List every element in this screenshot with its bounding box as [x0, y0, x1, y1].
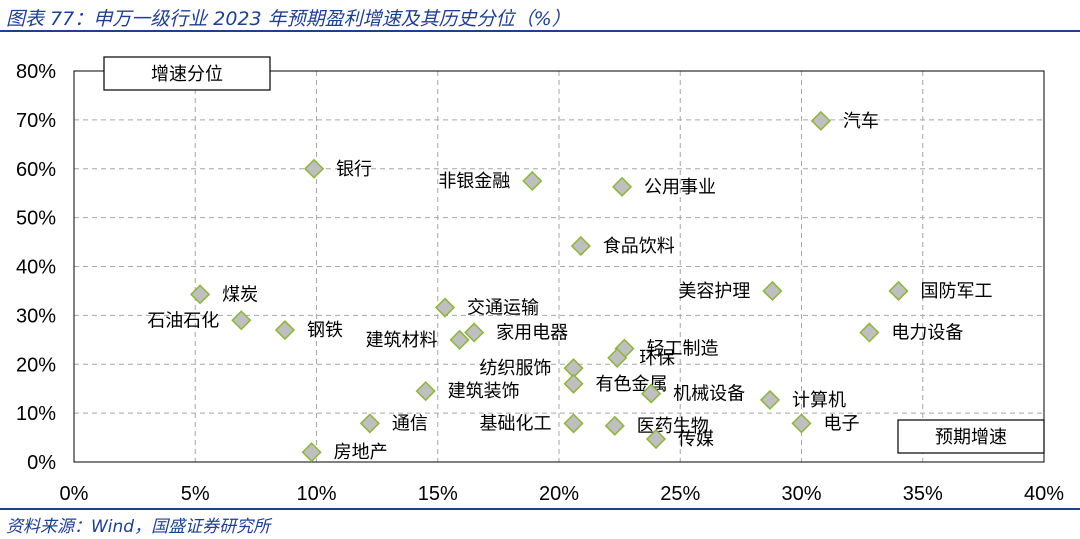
- x-tick-label: 30%: [781, 483, 821, 505]
- data-point-label: 非银金融: [438, 171, 510, 192]
- y-tick-label: 30%: [16, 305, 56, 327]
- data-point-label: 钢铁: [307, 320, 343, 341]
- y-tick-label: 70%: [16, 110, 56, 132]
- x-tick-label: 10%: [296, 483, 336, 505]
- y-axis-title-box: 增速分位: [103, 56, 271, 91]
- data-point: [563, 373, 584, 394]
- data-point-label: 电力设备: [891, 322, 963, 343]
- data-point: [274, 319, 296, 341]
- y-tick-label: 40%: [16, 257, 56, 279]
- data-point-label: 国防军工: [921, 281, 993, 302]
- data-point-label: 公用事业: [644, 177, 716, 198]
- data-point-label: 轻工制造: [646, 339, 718, 360]
- y-tick-label: 60%: [16, 159, 56, 181]
- data-point-label: 纺织服饰: [480, 358, 552, 379]
- data-point: [522, 170, 543, 192]
- x-tick-label: 5%: [181, 483, 210, 505]
- plot-frame: [73, 70, 1045, 463]
- data-point: [570, 235, 591, 257]
- tick-layer: 0% 5% 10% 15% 20% 25% 30% 35% 40% 0% 10% 20% 30% 40% 5…: [16, 61, 1064, 505]
- data-point-label: 机械设备: [673, 384, 745, 405]
- source-note: 资料来源：Wind，国盛证券研究所: [6, 517, 271, 537]
- data-point-label: 家用电器: [496, 322, 568, 343]
- data-point-label: 传媒: [678, 429, 714, 450]
- data-point: [449, 329, 470, 350]
- data-point-label: 食品饮料: [603, 236, 675, 257]
- data-point: [607, 347, 628, 368]
- bottom-rule: [0, 508, 1080, 510]
- data-point-label: 基础化工: [480, 413, 552, 434]
- data-point: [304, 158, 325, 179]
- data-point-label: 环保: [639, 348, 675, 369]
- x-axis-title: 预期增速: [935, 427, 1007, 448]
- data-point: [464, 322, 485, 343]
- data-point: [359, 413, 380, 434]
- y-tick-label: 20%: [16, 354, 56, 376]
- data-point: [810, 110, 831, 131]
- data-point: [434, 297, 456, 318]
- y-axis-title: 增速分位: [151, 64, 223, 85]
- x-axis-title-box: 预期增速: [897, 419, 1045, 454]
- data-point: [641, 383, 662, 404]
- data-point-label: 房地产: [334, 442, 388, 463]
- data-point-label: 电子: [824, 413, 860, 434]
- data-point-label: 银行: [336, 159, 372, 180]
- data-point-label: 美容护理: [678, 281, 750, 302]
- data-point-label: 石油石化: [147, 310, 219, 331]
- figure-title: 图表 77：申万一级行业 2023 年预期盈利增速及其历史分位（%）: [6, 8, 571, 30]
- data-point: [859, 322, 880, 343]
- data-point-label: 通信: [392, 413, 428, 434]
- y-tick-label: 10%: [16, 403, 56, 425]
- x-tick-label: 0%: [60, 483, 89, 505]
- x-tick-label: 20%: [539, 483, 579, 505]
- data-point: [645, 428, 667, 450]
- data-point: [231, 310, 252, 331]
- data-point: [604, 415, 625, 436]
- data-point: [762, 280, 783, 301]
- grid-layer: [74, 71, 1044, 462]
- x-tick-label: 15%: [418, 483, 458, 505]
- data-point: [563, 413, 584, 434]
- data-point-label: 煤炭: [222, 284, 258, 305]
- y-tick-label: 50%: [16, 208, 56, 230]
- x-tick-label: 40%: [1024, 483, 1064, 505]
- x-tick-label: 25%: [660, 483, 700, 505]
- top-rule: [0, 30, 1080, 32]
- data-point: [301, 442, 322, 463]
- data-point: [611, 176, 633, 197]
- y-tick-label: 0%: [27, 452, 56, 474]
- data-point-label: 建筑装饰: [448, 381, 520, 402]
- data-point: [415, 381, 436, 402]
- data-point-label: 计算机: [792, 390, 846, 411]
- data-point-label: 建筑材料: [366, 330, 438, 351]
- data-point: [190, 284, 211, 305]
- data-point: [791, 413, 812, 434]
- data-point-label: 交通运输: [467, 298, 539, 319]
- data-point: [888, 280, 909, 301]
- y-tick-label: 80%: [16, 61, 56, 83]
- x-tick-label: 35%: [903, 483, 943, 505]
- data-point: [759, 389, 781, 410]
- data-point-label: 汽车: [843, 111, 879, 132]
